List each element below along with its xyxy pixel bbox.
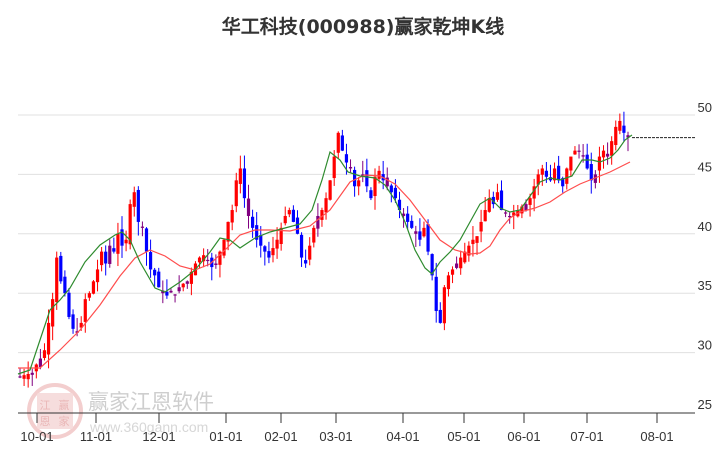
watermark-seal-icon (27, 383, 83, 439)
x-tick-label: 10-01 (20, 429, 53, 444)
x-tick-label: 07-01 (570, 429, 603, 444)
watermark-url: www.360gann.com (89, 419, 208, 435)
y-tick-label: 30 (698, 338, 712, 353)
grid-lines (18, 114, 695, 354)
x-tick-label: 03-01 (319, 429, 352, 444)
y-tick-label: 40 (698, 219, 712, 234)
ma-long-line (18, 161, 631, 369)
y-tick-label: 45 (698, 159, 712, 174)
y-tick-label: 50 (698, 100, 712, 115)
x-tick-label: 12-01 (142, 429, 175, 444)
x-tick-label: 08-01 (640, 429, 673, 444)
x-tick-label: 06-01 (507, 429, 540, 444)
ma-short-line (17, 134, 633, 375)
watermark-brand: 赢家江恩软件 (88, 390, 214, 414)
y-tick-label: 25 (698, 397, 712, 412)
x-axis-labels: 10-01 11-01 12-01 01-01 02-01 03-01 04-01 05-01… (20, 413, 674, 444)
svg-text:家: 家 (59, 414, 70, 428)
x-tick-label: 05-01 (447, 429, 480, 444)
candlesticks (18, 111, 630, 388)
x-tick-label: 02-01 (264, 429, 297, 444)
y-tick-label: 35 (698, 278, 712, 293)
watermark: 江 赢 恩 家 赢家江恩软件 www.360gann.com (27, 383, 214, 439)
x-tick-label: 04-01 (386, 429, 419, 444)
svg-text:恩: 恩 (40, 415, 51, 428)
x-tick-label: 01-01 (209, 429, 242, 444)
x-tick-label: 11-01 (80, 429, 112, 444)
svg-text:赢: 赢 (59, 398, 70, 412)
svg-text:江: 江 (40, 399, 51, 412)
y-axis-labels: 25 30 35 40 45 50 (698, 100, 712, 412)
chart-title: 华工科技(000988)赢家乾坤K线 (221, 16, 505, 38)
